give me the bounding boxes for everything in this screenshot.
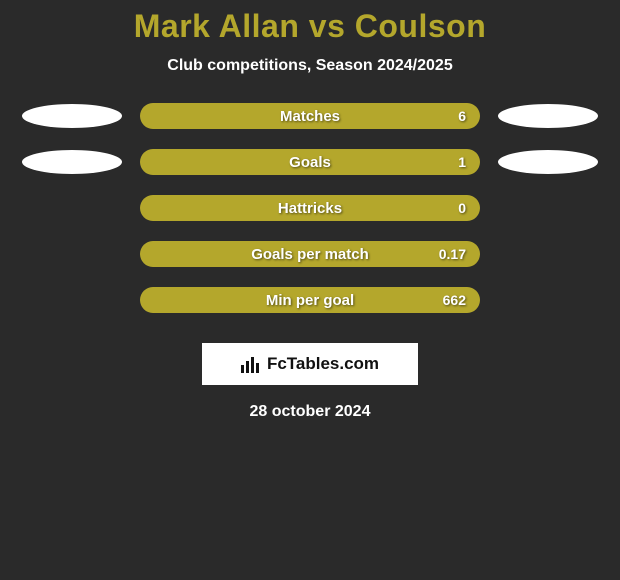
stat-bar-fill [140,149,480,175]
stat-bar-fill [140,287,480,313]
date-label: 28 october 2024 [0,403,620,421]
stat-bar-fill [140,195,480,221]
brand-text: FcTables.com [267,354,379,374]
left-ellipse-slot [12,150,132,174]
stat-bar-fill [140,103,480,129]
stat-bar: Goals per match0.17 [140,241,480,267]
page-title: Mark Allan vs Coulson [0,8,620,45]
stat-bar: Hattricks0 [140,195,480,221]
left-ellipse-slot [12,104,132,128]
stat-bar: Min per goal662 [140,287,480,313]
stat-row: Hattricks0 [0,195,620,221]
right-ellipse-slot [488,150,608,174]
stat-row: Min per goal662 [0,287,620,313]
ellipse-icon [22,104,122,128]
stat-bar: Goals1 [140,149,480,175]
stat-bar: Matches6 [140,103,480,129]
brand-badge: FcTables.com [202,343,418,385]
subtitle: Club competitions, Season 2024/2025 [0,57,620,75]
comparison-card: Mark Allan vs Coulson Club competitions,… [0,0,620,421]
right-ellipse-slot [488,104,608,128]
stat-row: Goals1 [0,149,620,175]
stat-row: Matches6 [0,103,620,129]
stat-bar-fill [140,241,480,267]
ellipse-icon [498,150,598,174]
stat-row: Goals per match0.17 [0,241,620,267]
stat-rows: Matches6 Goals1 Hattricks0 Goals per match0… [0,103,620,313]
bar-chart-icon [241,355,261,373]
ellipse-icon [22,150,122,174]
ellipse-icon [498,104,598,128]
